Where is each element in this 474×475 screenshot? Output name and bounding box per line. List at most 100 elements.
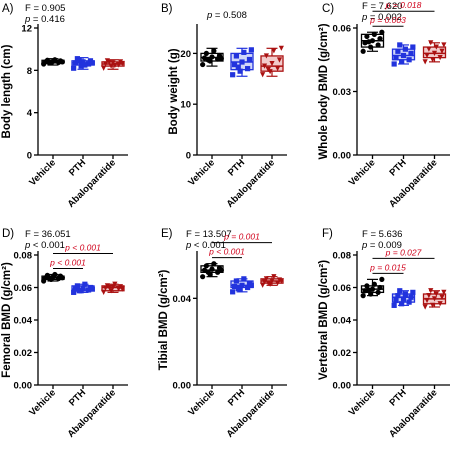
x-category-label: Vehicle (347, 157, 378, 188)
x-category-label: PTH (226, 157, 247, 178)
data-point (430, 57, 436, 63)
significance-label: p = 0.015 (369, 262, 406, 272)
stat-text: p < 0.001 (185, 240, 226, 251)
data-point (408, 50, 414, 56)
box-vehicle (360, 276, 385, 299)
data-point (218, 267, 224, 273)
data-point (233, 278, 239, 284)
x-category-label: Vehicle (186, 387, 217, 418)
data-point (439, 48, 445, 54)
data-point (269, 60, 275, 67)
data-point (101, 65, 107, 71)
data-point (89, 60, 95, 66)
box-vehicle (200, 47, 224, 68)
data-point (80, 59, 86, 65)
box-abaloparatide (101, 58, 125, 71)
data-point (218, 55, 224, 62)
data-point (46, 60, 52, 66)
data-point (112, 281, 118, 287)
box-abaloparatide (422, 288, 447, 310)
y-tick-label: 0.04 (173, 294, 192, 305)
data-point (399, 301, 405, 307)
data-point (278, 278, 284, 284)
data-point (375, 42, 381, 48)
data-point (397, 288, 403, 294)
data-point (205, 57, 211, 63)
data-point (89, 286, 95, 292)
significance-label: p = 0.003 (369, 15, 406, 25)
y-tick-label: 0 (27, 151, 32, 162)
box-abaloparatide (101, 281, 125, 295)
data-point (260, 282, 266, 288)
box-vehicle (41, 57, 65, 67)
data-point (360, 293, 366, 299)
data-point (433, 291, 439, 297)
data-point (371, 31, 377, 37)
data-point (391, 302, 397, 308)
data-point (364, 283, 370, 289)
significance-label: p = 0.018 (385, 0, 422, 10)
data-point (368, 291, 374, 297)
box-pth (391, 42, 416, 67)
data-point (74, 283, 80, 289)
data-point (52, 271, 58, 278)
data-point (106, 284, 112, 291)
data-point (233, 53, 239, 59)
data-point (230, 72, 236, 78)
box-pth (391, 288, 416, 308)
data-point (231, 283, 238, 290)
data-point (441, 289, 447, 295)
panel-label: D) (2, 228, 14, 240)
data-point (371, 281, 377, 287)
x-category-label: PTH (226, 387, 247, 408)
data-point (59, 275, 65, 281)
significance-label: p = 0.027 (385, 247, 422, 257)
data-point (410, 44, 416, 50)
significance-label: p < 0.001 (49, 258, 86, 268)
data-point (246, 56, 253, 63)
data-point (271, 48, 277, 54)
y-tick-label: 0.00 (14, 381, 33, 392)
data-point (402, 46, 408, 52)
box-abaloparatide (422, 40, 447, 65)
x-category-label: Vehicle (27, 387, 58, 418)
data-point (366, 39, 372, 45)
data-point (271, 274, 277, 280)
data-point (265, 280, 271, 286)
data-point (424, 52, 430, 59)
data-point (265, 67, 271, 73)
y-tick-label: 20 (180, 49, 191, 60)
data-point (395, 293, 401, 299)
data-point (237, 68, 243, 74)
data-point (263, 53, 269, 59)
y-tick-label: 0.06 (333, 24, 352, 35)
data-point (402, 291, 408, 297)
data-point (428, 40, 434, 46)
x-category-label: Vehicle (347, 387, 378, 418)
data-point (76, 57, 82, 63)
stat-text: F = 0.905 (25, 3, 65, 14)
y-tick-label: 4 (27, 108, 33, 119)
data-point (80, 285, 86, 291)
data-point (428, 288, 434, 294)
data-point (393, 297, 399, 304)
data-point (241, 276, 247, 282)
data-point (422, 59, 428, 65)
box-pth (230, 276, 254, 295)
data-point (52, 57, 58, 63)
data-point (235, 285, 241, 292)
data-point (82, 62, 88, 68)
data-point (366, 287, 372, 293)
significance-label: p < 0.001 (64, 243, 101, 253)
data-point (211, 48, 217, 54)
data-point (397, 42, 403, 48)
box-pth (230, 47, 254, 78)
box-pth (71, 281, 95, 295)
data-point (426, 46, 432, 52)
data-point (235, 64, 241, 70)
panel-label: B) (161, 3, 173, 15)
data-point (200, 274, 206, 280)
